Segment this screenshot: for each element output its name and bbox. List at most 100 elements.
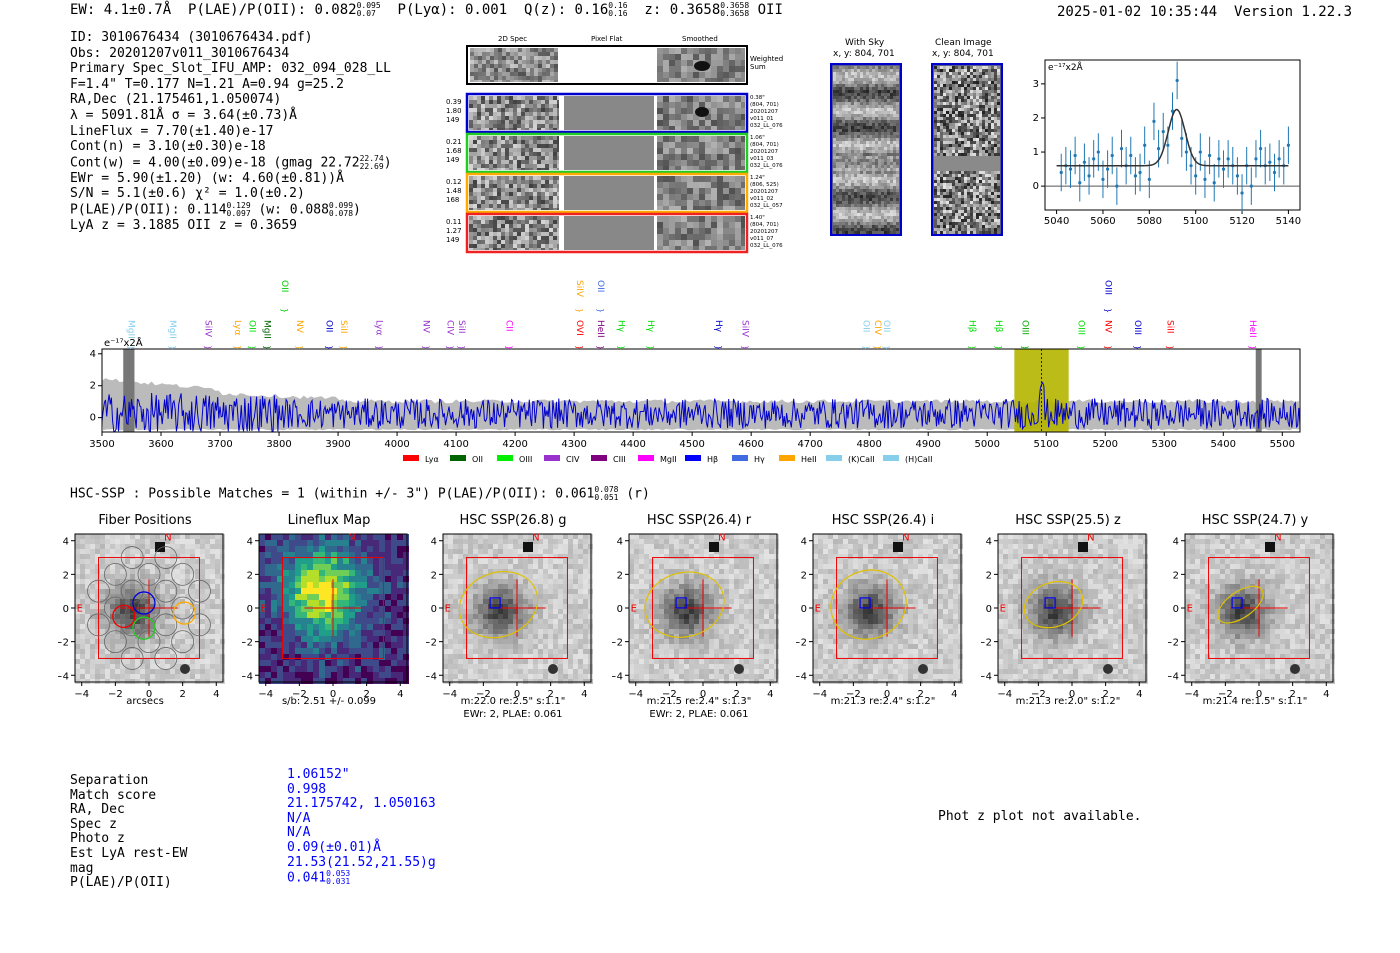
noise-pixel: [533, 104, 537, 108]
sky-pixel: [890, 156, 893, 159]
noise-pixel: [497, 144, 501, 148]
sky-pixel: [842, 117, 845, 120]
noise-pixel: [497, 148, 501, 152]
noise-pixel: [481, 128, 485, 130]
clean-pixel: [988, 87, 991, 90]
clean-pixel: [961, 138, 964, 141]
sky-pixel: [842, 153, 845, 156]
clean-pixel: [976, 75, 979, 78]
noise-pixel: [675, 194, 681, 200]
sky-pixel: [836, 222, 839, 225]
clean-pixel: [946, 126, 949, 129]
clean-pixel: [970, 129, 973, 132]
sky-pixel: [839, 159, 842, 162]
sky-pixel: [881, 141, 884, 144]
clean-pixel: [958, 213, 961, 216]
noise-pixel: [481, 156, 485, 160]
sky-pixel: [875, 219, 878, 222]
clean-pixel: [961, 159, 964, 162]
noise-pixel: [497, 152, 501, 156]
hsc-pixel: [170, 569, 175, 574]
clean-pixel: [961, 165, 964, 168]
sky-pixel: [884, 102, 887, 105]
spec-line-tick: }: [127, 345, 136, 350]
hsc-pixel: [100, 594, 105, 599]
noise-pixel: [493, 184, 497, 188]
noise-pixel: [717, 96, 723, 102]
noise-pixel: [538, 52, 542, 56]
noise-pixel: [477, 224, 481, 228]
hsc-pixel: [180, 584, 185, 589]
noise-pixel: [663, 54, 669, 60]
clean-pixel: [994, 102, 997, 105]
sky-pixel: [890, 117, 893, 120]
noise-pixel: [506, 80, 510, 82]
clean-pixel: [955, 111, 958, 114]
clean-pixel: [970, 216, 973, 219]
sky-pixel: [845, 168, 848, 171]
sky-pixel: [857, 150, 860, 153]
noise-pixel: [498, 72, 502, 76]
noise-pixel: [657, 206, 663, 210]
sky-pixel: [833, 69, 836, 72]
noise-pixel: [525, 100, 529, 104]
cutout-meta: 1.24": [750, 175, 765, 181]
hsc-pixel: [100, 674, 105, 679]
clean-pixel: [973, 204, 976, 207]
noise-pixel: [681, 206, 687, 210]
clean-pixel: [955, 129, 958, 132]
clean-pixel: [934, 201, 937, 204]
noise-pixel: [537, 160, 541, 164]
hsc-pixel: [130, 644, 135, 649]
sky-pixel: [839, 177, 842, 180]
noise-pixel: [529, 136, 533, 140]
sky-pixel: [890, 114, 893, 117]
sky-pixel: [863, 102, 866, 105]
noise-pixel: [497, 240, 501, 244]
clean-pixel: [964, 138, 967, 141]
hsc-pixel: [170, 604, 175, 609]
hsc-pixel: [180, 574, 185, 579]
sky-pixel: [878, 132, 881, 135]
hsc-pixel: [90, 554, 95, 559]
noise-pixel: [509, 204, 513, 208]
hsc-pixel: [90, 619, 95, 624]
noise-pixel: [549, 144, 553, 148]
noise-pixel: [526, 56, 530, 60]
noise-pixel: [735, 60, 741, 66]
clean-pixel: [970, 183, 973, 186]
fit-ytick-label: 3: [1033, 79, 1039, 90]
clean-pixel: [991, 207, 994, 210]
sky-pixel: [881, 144, 884, 147]
clean-pixel: [943, 126, 946, 129]
noise-pixel: [549, 164, 553, 168]
hsc-pixel: [100, 564, 105, 569]
sky-pixel: [875, 96, 878, 99]
sky-pixel: [881, 108, 884, 111]
hsc-pixel: [175, 544, 180, 549]
clean-pixel: [937, 72, 940, 75]
clean-pixel: [955, 180, 958, 183]
clean-pixel: [934, 105, 937, 108]
noise-pixel: [735, 240, 741, 246]
clean-pixel: [964, 162, 967, 165]
sky-pixel: [845, 81, 848, 84]
sky-pixel: [893, 171, 896, 174]
sky-pixel: [845, 207, 848, 210]
noise-pixel: [513, 228, 517, 232]
clean-pixel: [952, 129, 955, 132]
noise-pixel: [687, 142, 693, 148]
noise-pixel: [513, 104, 517, 108]
spec-line-label: OIII: [1132, 320, 1142, 335]
noise-pixel: [509, 124, 513, 128]
sky-pixel: [857, 201, 860, 204]
sky-pixel: [836, 153, 839, 156]
noise-pixel: [529, 152, 533, 156]
sky-pixel: [833, 177, 836, 180]
noise-pixel: [693, 72, 699, 78]
spec-xtick-label: 3800: [266, 439, 291, 450]
clean-pixel: [934, 204, 937, 207]
info-contn: Cont(n) = 3.10(±0.30)e-18: [70, 139, 266, 155]
noise-pixel: [518, 68, 522, 72]
sky-pixel: [854, 108, 857, 111]
